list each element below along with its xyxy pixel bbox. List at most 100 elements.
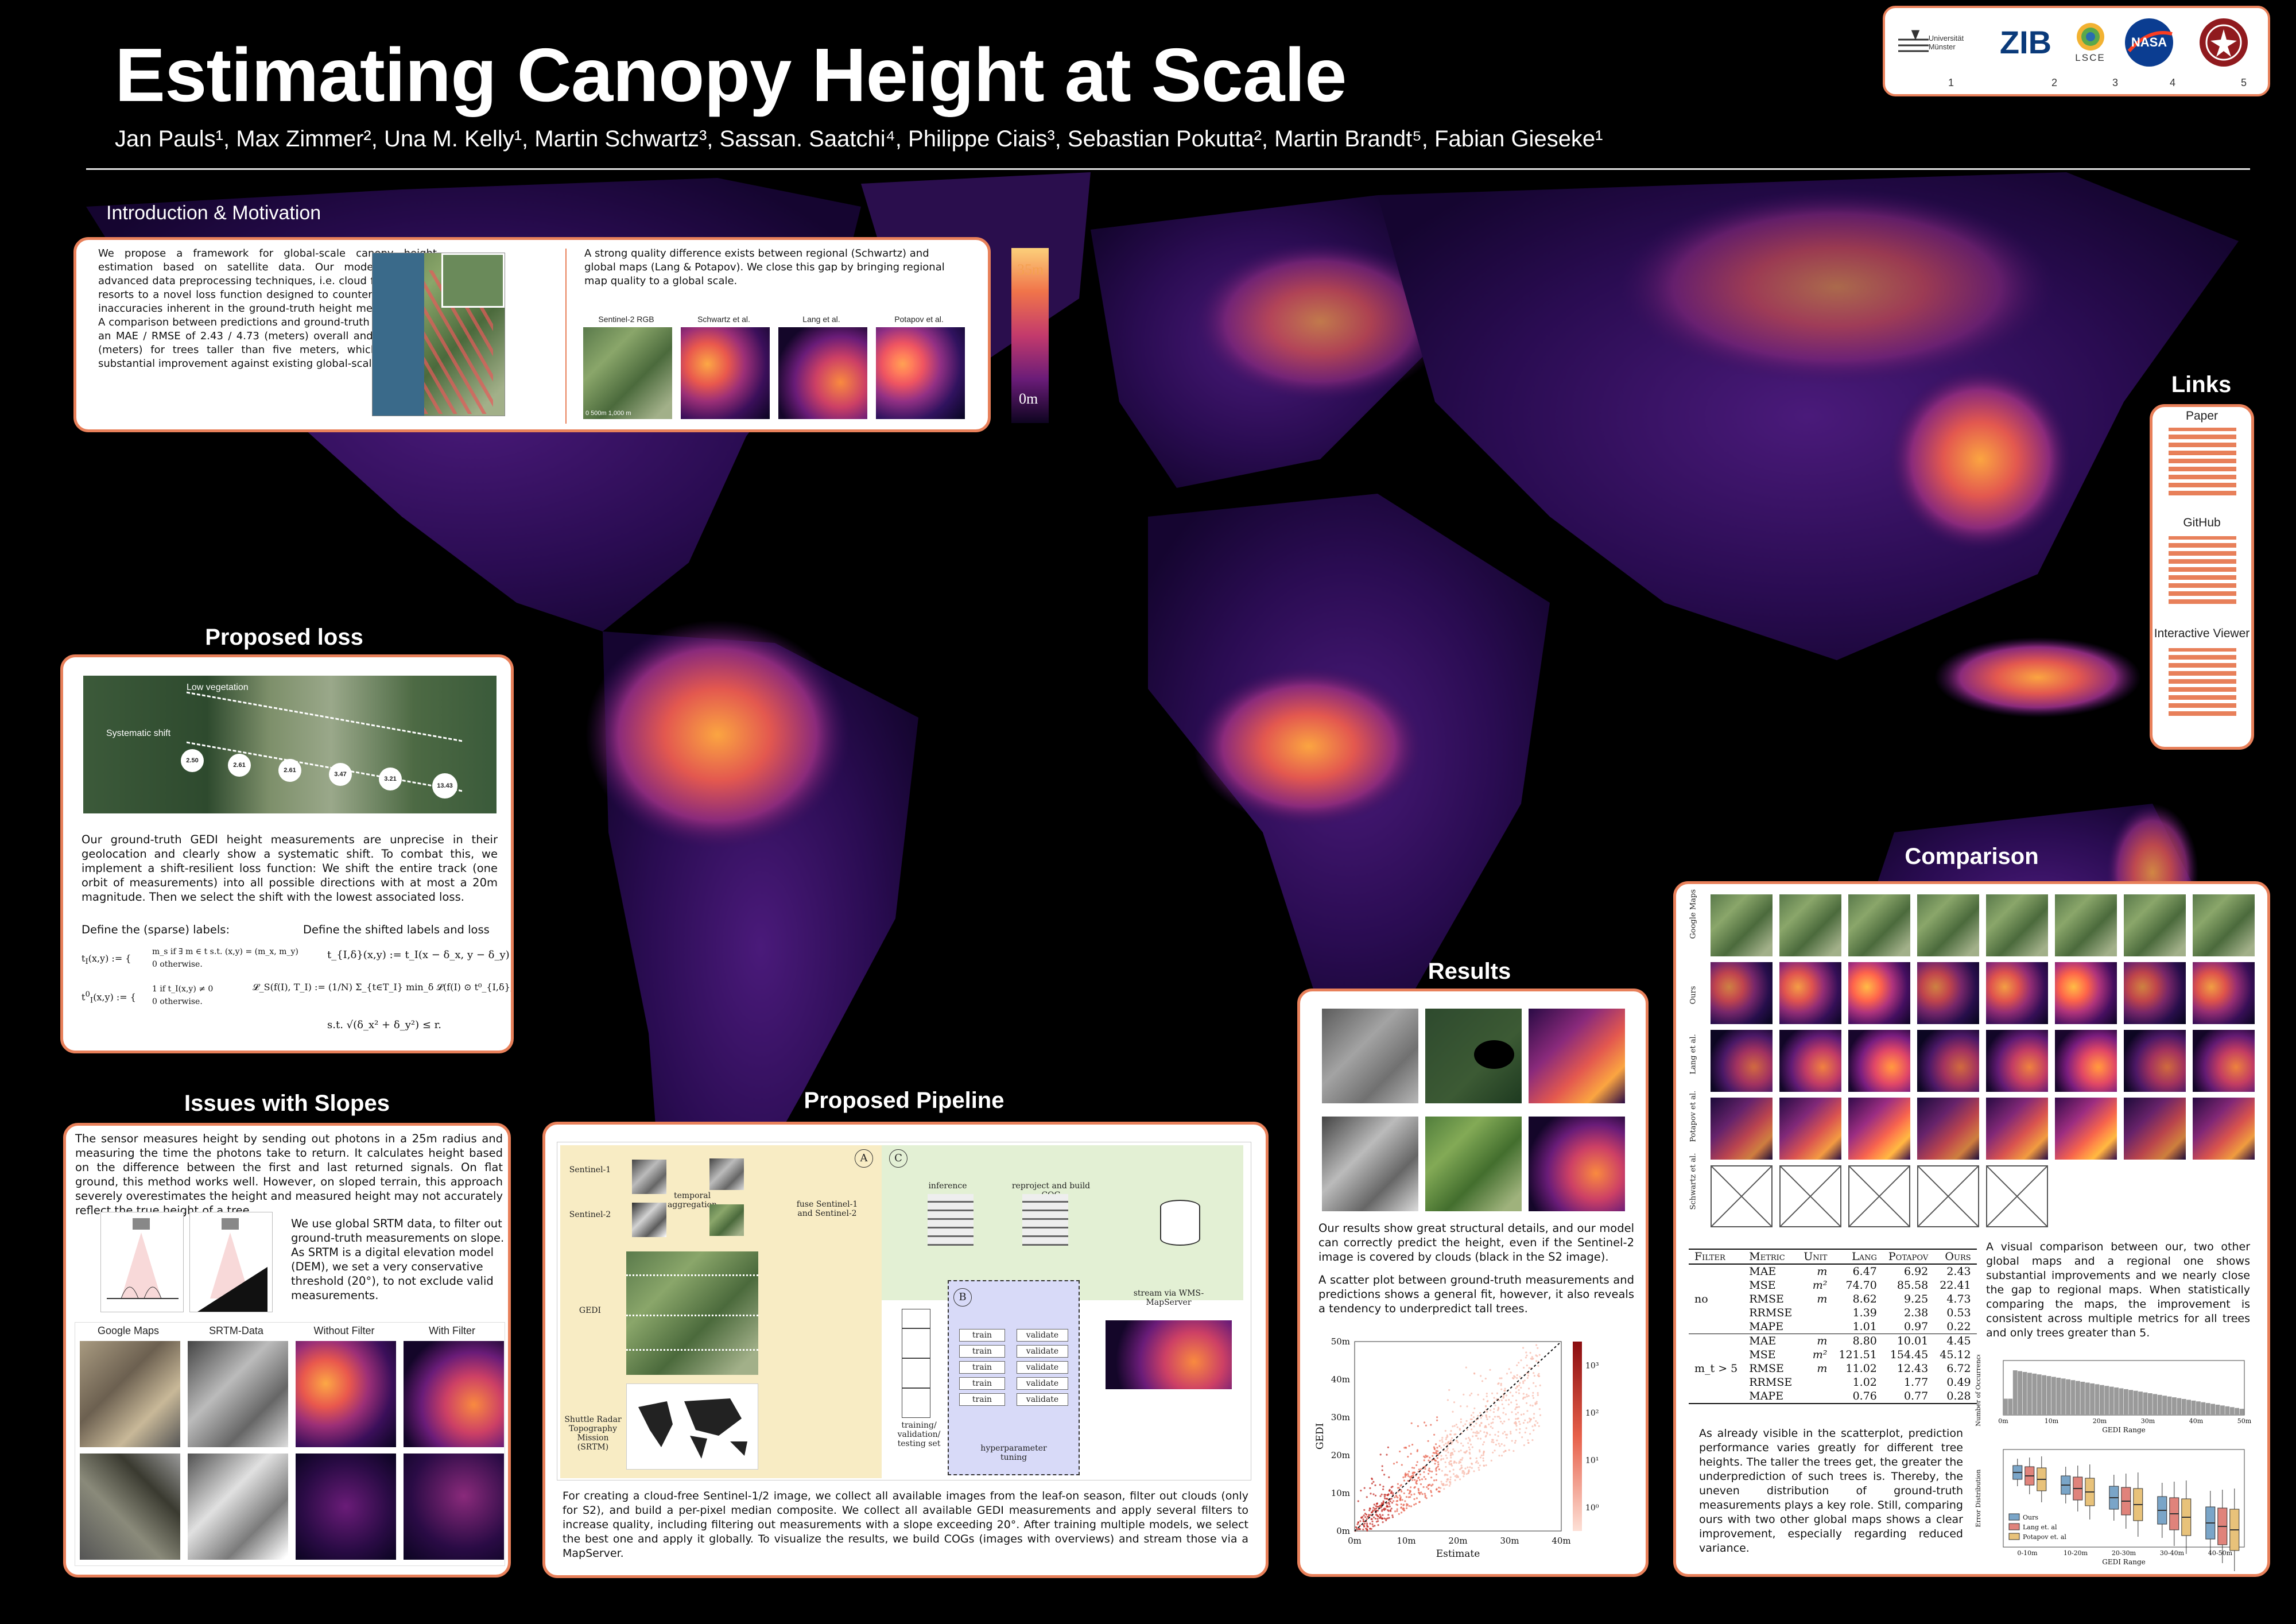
- scatter-point: [1486, 1410, 1488, 1413]
- stream-world-map: [1106, 1320, 1232, 1389]
- scatter-point: [1381, 1510, 1383, 1512]
- box-x-tick: 40-50m: [2208, 1549, 2233, 1557]
- scatter-point: [1424, 1496, 1426, 1498]
- paper-qr-code[interactable]: [2169, 428, 2236, 495]
- scatter-point: [1522, 1397, 1525, 1399]
- box-legend-swatch: [2008, 1533, 2020, 1540]
- scatter-point: [1483, 1451, 1485, 1454]
- scatter-point: [1446, 1449, 1448, 1451]
- hist-bar: [2070, 1380, 2076, 1415]
- scatter-point: [1528, 1367, 1530, 1369]
- scatter-point: [1379, 1513, 1381, 1516]
- scatter-point: [1387, 1446, 1389, 1448]
- scatter-point: [1490, 1409, 1492, 1412]
- thumb-lang: [778, 327, 867, 419]
- scatter-point: [1471, 1467, 1473, 1469]
- comparison-tile: [1711, 962, 1773, 1024]
- table-cell: 1.77: [1903, 1376, 1929, 1389]
- hist-bar: [2008, 1398, 2013, 1415]
- scatter-point: [1494, 1416, 1496, 1418]
- scatter-point: [1397, 1483, 1399, 1485]
- table-cell: m: [1817, 1265, 1828, 1278]
- table-cell: m_t > 5: [1694, 1362, 1738, 1375]
- link-label-paper: Paper: [2185, 409, 2219, 423]
- comparison-tile: [2124, 894, 2186, 956]
- table-cell: MAPE: [1749, 1320, 1784, 1333]
- scatter-point: [1387, 1502, 1390, 1504]
- scatter-point: [1410, 1452, 1412, 1455]
- scatter-point: [1469, 1443, 1472, 1445]
- scatter-point: [1486, 1418, 1488, 1420]
- table-row: no RMSE m 8.62 9.25 4.73: [1689, 1292, 1977, 1306]
- scatter-point: [1467, 1470, 1470, 1472]
- scatter-point: [1363, 1514, 1365, 1517]
- scatter-point: [1435, 1451, 1437, 1454]
- github-qr-code[interactable]: [2169, 536, 2236, 604]
- scatter-point: [1437, 1466, 1439, 1468]
- result-pred-1: [1529, 1009, 1625, 1103]
- hist-bar: [2229, 1407, 2235, 1415]
- scatter-point: [1485, 1435, 1487, 1437]
- gedi-label: GEDI: [579, 1306, 602, 1315]
- scatter-point: [1425, 1497, 1428, 1499]
- results-panel: Our results show great structural detail…: [1297, 989, 1649, 1577]
- scatter-point: [1537, 1374, 1539, 1377]
- lsce-label: LSCE: [2075, 52, 2105, 63]
- scatter-point: [1410, 1486, 1412, 1489]
- slope-nofilter-2: [296, 1454, 396, 1560]
- scatter-point: [1464, 1467, 1467, 1470]
- comparison-tile: [1917, 1098, 1979, 1160]
- table-cell: 22.41: [1940, 1279, 1971, 1292]
- comparison-tile: [1848, 894, 1910, 956]
- scatter-point: [1399, 1499, 1401, 1501]
- thumb-schwartz: [681, 327, 770, 419]
- scatter-point: [1535, 1385, 1537, 1387]
- box-legend-label: Lang et. al: [2023, 1524, 2057, 1531]
- scatter-point: [1433, 1433, 1436, 1436]
- scatter-point: [1364, 1516, 1367, 1518]
- scatter-point: [1437, 1461, 1439, 1463]
- scatter-point: [1479, 1412, 1481, 1414]
- hist-bar: [2085, 1382, 2090, 1415]
- scatter-point: [1381, 1465, 1383, 1467]
- scatter-point: [1452, 1425, 1454, 1428]
- scatter-point: [1417, 1488, 1420, 1490]
- scatter-point: [1515, 1399, 1518, 1402]
- scatter-point: [1368, 1514, 1370, 1516]
- links-panel: Paper GitHub Interactive Viewer: [2150, 404, 2254, 750]
- scatter-point: [1405, 1496, 1407, 1498]
- scatter-point: [1449, 1454, 1452, 1457]
- scatter-point: [1510, 1431, 1512, 1433]
- scatter-point: [1411, 1479, 1414, 1481]
- scatter-point: [1425, 1424, 1427, 1427]
- scatter-point: [1434, 1463, 1436, 1465]
- table-cell: m²: [1812, 1279, 1828, 1292]
- scatter-point: [1537, 1392, 1539, 1394]
- table-header: Filter: [1689, 1249, 1744, 1265]
- scatter-point: [1430, 1490, 1432, 1492]
- scatter-point: [1469, 1394, 1471, 1397]
- boxplot-chart: 0-10m 10-20m 20-30m 30-40m 40-50m Ours Lang et…: [1975, 1449, 2245, 1571]
- table-header: Ours: [1934, 1249, 1977, 1265]
- scatter-point: [1531, 1405, 1534, 1407]
- scatter-point: [1437, 1450, 1439, 1452]
- scatter-point: [1445, 1466, 1447, 1468]
- scatter-point: [1369, 1487, 1371, 1489]
- scatter-point: [1384, 1497, 1386, 1499]
- table-cell: m: [1817, 1293, 1828, 1305]
- scatter-point: [1515, 1413, 1517, 1416]
- scatter-point: [1521, 1436, 1523, 1439]
- scatter-point: [1515, 1391, 1518, 1393]
- scatter-point: [1443, 1488, 1445, 1490]
- scatter-point: [1415, 1480, 1418, 1483]
- scatter-point: [1534, 1403, 1537, 1405]
- stage-b-badge: B: [953, 1288, 972, 1307]
- scatter-point: [1524, 1431, 1526, 1433]
- scatter-point: [1374, 1517, 1376, 1520]
- scatter-point: [1532, 1358, 1534, 1360]
- scatter-point: [1523, 1379, 1526, 1382]
- viewer-qr-code[interactable]: [2169, 648, 2236, 716]
- scatter-point: [1518, 1362, 1520, 1364]
- scatter-point: [1370, 1514, 1372, 1516]
- scatter-point: [1459, 1459, 1462, 1461]
